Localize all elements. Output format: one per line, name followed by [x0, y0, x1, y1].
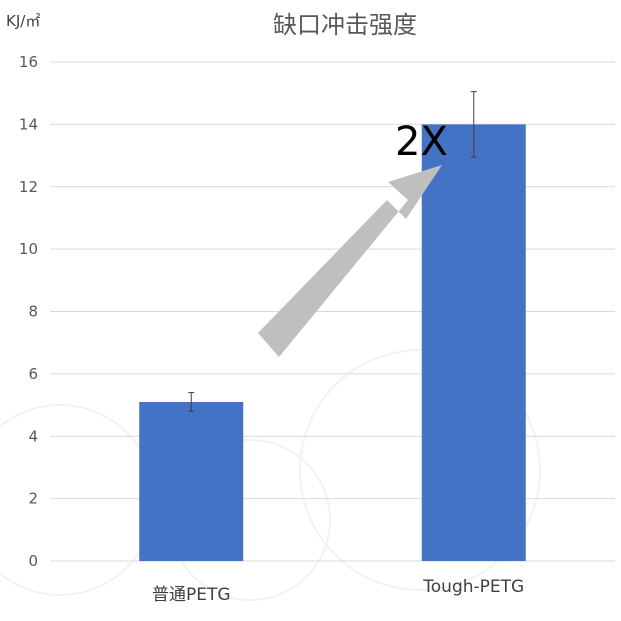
y-tick-label: 0 [28, 552, 38, 570]
y-tick-label: 10 [19, 240, 38, 258]
arrow-shape [258, 165, 442, 357]
y-tick-label: 6 [28, 365, 38, 383]
bar [139, 401, 244, 561]
chart-title: 缺口冲击强度 [273, 11, 417, 39]
y-axis-unit-label: KJ/㎡ [6, 12, 40, 30]
gridlines [50, 61, 615, 562]
y-tick-label: 4 [28, 427, 38, 445]
y-tick-label: 8 [28, 303, 38, 321]
y-tick-label: 14 [19, 115, 38, 133]
x-axis-labels: 普通PETG Tough-PETG [152, 577, 524, 605]
error-bars [188, 91, 477, 412]
y-tick-label: 2 [28, 490, 38, 508]
annotation-2x: 2X [395, 119, 448, 165]
x-category-label: 普通PETG [152, 585, 231, 605]
y-axis-ticks: 0 2 4 6 8 10 12 14 16 [19, 53, 38, 570]
y-tick-label: 12 [19, 178, 38, 196]
bar [421, 124, 526, 561]
y-tick-label: 16 [19, 53, 38, 71]
x-category-label: Tough-PETG [422, 577, 524, 597]
bars [139, 124, 526, 561]
increase-arrow [258, 165, 442, 357]
